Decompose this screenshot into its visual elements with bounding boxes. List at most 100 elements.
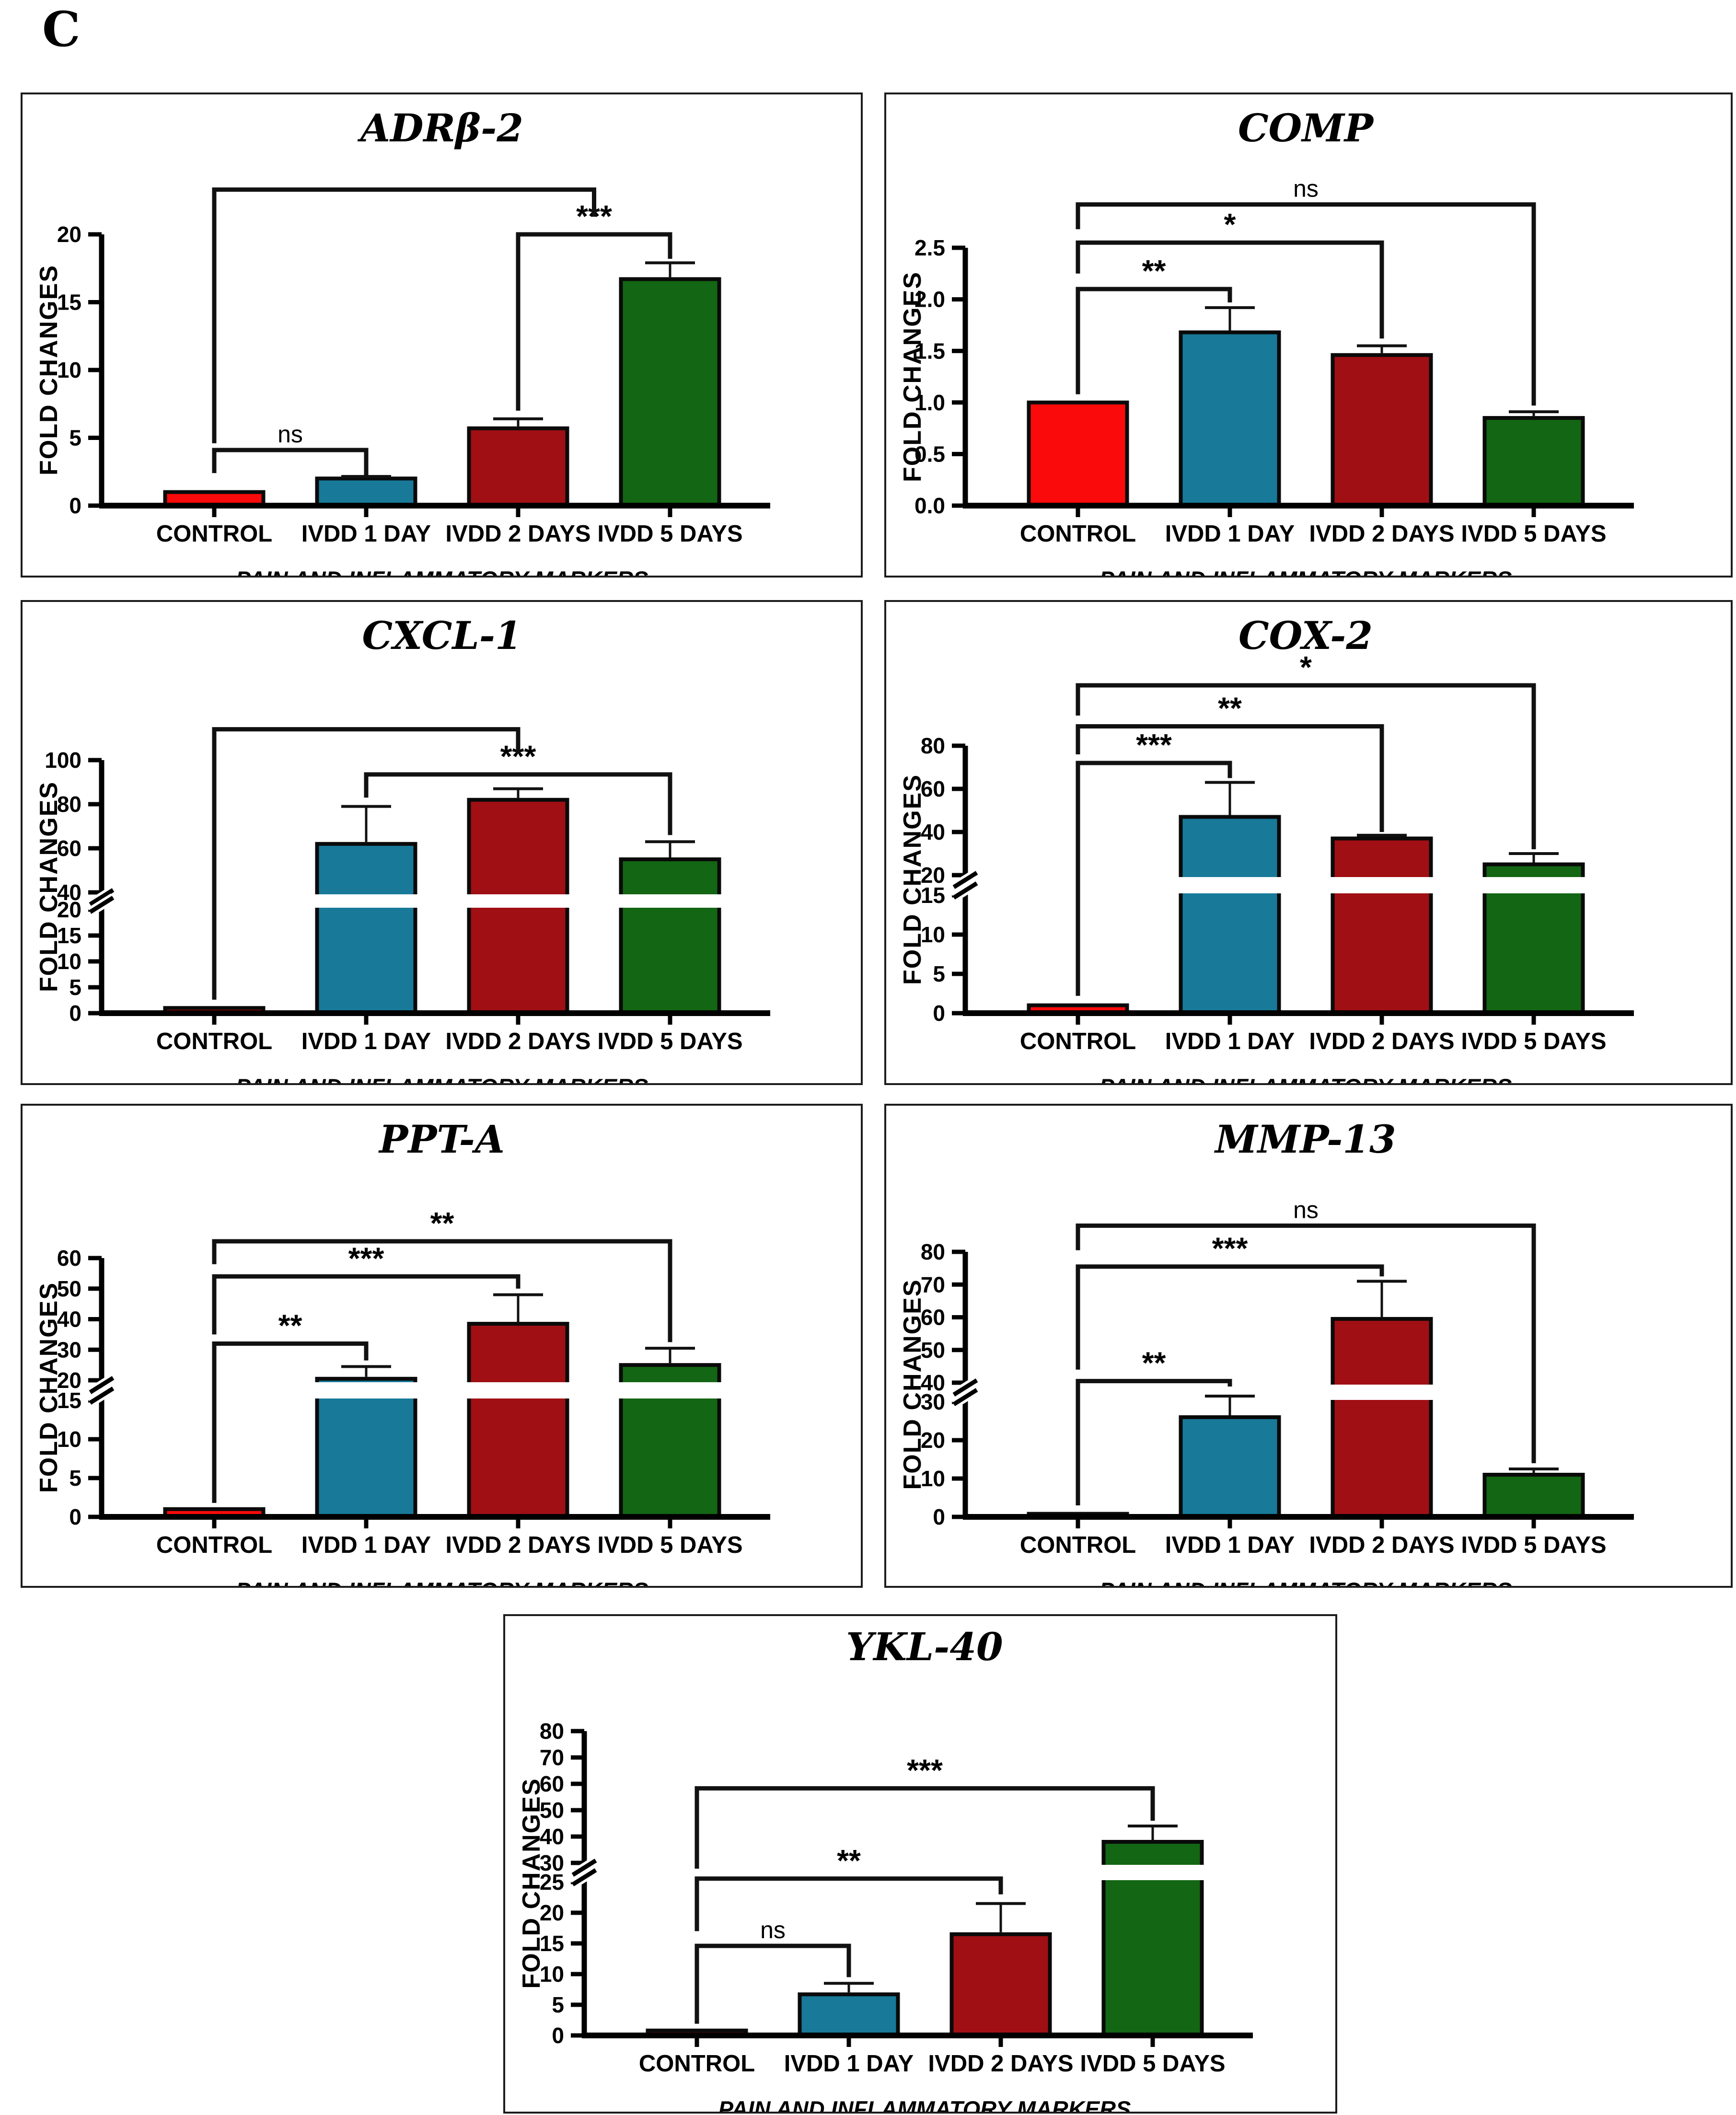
- y-tick-label: 20: [57, 897, 81, 922]
- category-label: IVDD 1 DAY: [301, 1029, 431, 1054]
- category-label: IVDD 5 DAYS: [597, 1029, 742, 1054]
- axis-break-band: [1330, 1385, 1434, 1400]
- y-tick-label: 1.0: [914, 390, 945, 415]
- y-tick-label: 10: [57, 949, 81, 974]
- chart-title: CXCL-1: [362, 613, 521, 658]
- y-tick-label: 60: [540, 1771, 564, 1796]
- bar-ivdd-2-days: [467, 426, 569, 508]
- axis-break-band: [618, 894, 722, 908]
- axis-break-band: [314, 894, 418, 908]
- sig-label: ***: [907, 1753, 943, 1787]
- chart-title: ADRβ-2: [357, 105, 523, 150]
- y-tick-label: 2.0: [914, 287, 945, 312]
- y-tick-label: 60: [921, 776, 945, 801]
- sig-bracket: [1076, 683, 1536, 849]
- axis-break-icon: [952, 1388, 978, 1406]
- sig-bracket: [694, 1786, 1155, 1869]
- category-label: IVDD 1 DAY: [301, 521, 431, 547]
- y-tick-label: 20: [921, 1428, 945, 1453]
- category-label: IVDD 2 DAYS: [445, 1029, 590, 1054]
- y-tick-label: 80: [921, 733, 945, 758]
- y-tick-label: 10: [540, 1962, 564, 1987]
- sig-label: *: [1300, 650, 1312, 684]
- y-tick-label: 0: [69, 1001, 81, 1026]
- y-tick-label: 60: [57, 1246, 81, 1271]
- category-label: IVDD 2 DAYS: [1309, 1029, 1454, 1054]
- sig-bracket: [694, 1943, 851, 2024]
- bar-ivdd-1-day: [315, 476, 417, 508]
- y-axis-label: FOLD CHANGES: [35, 781, 63, 992]
- panel-cxcl-1: CXCL-1 FOLD CHANGES 0 5 10 15 20 40 60 80 100 CONTR…: [21, 600, 863, 1085]
- y-tick-label: 10: [921, 1466, 945, 1491]
- sig-bracket: [1076, 287, 1232, 394]
- axis-break-icon: [571, 1859, 597, 1877]
- x-axis-label: PAIN AND INFLAMMATORY MARKERS: [236, 1074, 648, 1083]
- y-tick-label: 2.5: [914, 235, 945, 260]
- bar-ivdd-5-days: [1482, 416, 1585, 508]
- y-tick-label: 80: [57, 792, 81, 817]
- axis-break-band: [1178, 877, 1282, 893]
- sig-label: ns: [1293, 1196, 1319, 1223]
- chart-comp: COMP FOLD CHANGES 0.0 0.5 1.0 1.5 2.0 2.5 CONTRO…: [899, 105, 1634, 576]
- y-tick-label: 10: [57, 358, 81, 382]
- bar-ivdd-2-days: [1331, 836, 1433, 1015]
- bar-ivdd-1-day: [1179, 1415, 1281, 1519]
- y-tick-label: 0.0: [914, 493, 945, 518]
- category-label: IVDD 1 DAY: [301, 1532, 431, 1558]
- y-tick-label: 5: [69, 426, 81, 451]
- bar-ivdd-2-days: [1331, 353, 1433, 508]
- y-tick-label: 30: [57, 1337, 81, 1362]
- y-tick-label: 50: [921, 1338, 945, 1363]
- y-tick-label: 15: [921, 883, 945, 908]
- sig-label: **: [1142, 1346, 1166, 1380]
- sig-bracket: [1076, 240, 1384, 339]
- category-label: CONTROL: [156, 1532, 272, 1558]
- y-axis-label: FOLD CHANGES: [518, 1778, 545, 1989]
- category-label: IVDD 2 DAYS: [1309, 521, 1454, 547]
- y-tick-label: 5: [933, 961, 945, 986]
- sig-label: *: [1224, 207, 1236, 242]
- sig-bracket: [212, 1239, 672, 1342]
- sig-bracket: [212, 1341, 369, 1503]
- y-tick-label: 0: [69, 1504, 81, 1529]
- bar-ivdd-5-days: [1482, 1473, 1585, 1519]
- y-tick-label: 20: [57, 1368, 81, 1393]
- y-tick-label: 10: [57, 1427, 81, 1452]
- x-axis-label: PAIN AND INFLAMMATORY MARKERS: [1099, 1074, 1512, 1083]
- category-label: CONTROL: [1020, 1532, 1136, 1558]
- y-tick-label: 0: [933, 1001, 945, 1026]
- chart-title: MMP-13: [1214, 1117, 1396, 1162]
- axis-break-band: [1481, 877, 1586, 893]
- sig-bracket: [212, 727, 521, 1000]
- y-tick-label: 0: [69, 493, 81, 518]
- y-tick-label: 60: [57, 836, 81, 861]
- x-axis-label: PAIN AND INFLAMMATORY MARKERS: [718, 2096, 1131, 2112]
- sig-label: ***: [1212, 1231, 1248, 1266]
- y-tick-label: 10: [921, 922, 945, 947]
- sig-label: ns: [760, 1917, 786, 1943]
- y-tick-label: 15: [540, 1931, 564, 1956]
- y-tick-label: 100: [45, 748, 81, 773]
- axis-break-band: [618, 1382, 722, 1398]
- axis-break-icon: [952, 881, 978, 900]
- category-label: IVDD 2 DAYS: [445, 1532, 590, 1558]
- y-axis-label: FOLD CHANGES: [899, 774, 926, 985]
- sig-bracket: [212, 1274, 521, 1335]
- y-tick-label: 5: [69, 975, 81, 1000]
- y-axis-label: FOLD CHANGES: [35, 1282, 63, 1493]
- y-tick-label: 80: [540, 1719, 564, 1744]
- sig-bracket: [1076, 202, 1536, 406]
- category-label: IVDD 2 DAYS: [928, 2051, 1073, 2077]
- category-label: CONTROL: [1020, 521, 1136, 547]
- bar-ivdd-2-days: [467, 1322, 569, 1519]
- category-label: IVDD 1 DAY: [784, 2051, 914, 2077]
- sig-label: **: [837, 1843, 861, 1878]
- y-tick-label: 5: [69, 1466, 81, 1491]
- y-tick-label: 15: [57, 290, 81, 315]
- category-label: IVDD 5 DAYS: [1461, 1029, 1606, 1054]
- axis-break-icon: [952, 1378, 978, 1397]
- y-tick-label: 50: [540, 1798, 564, 1823]
